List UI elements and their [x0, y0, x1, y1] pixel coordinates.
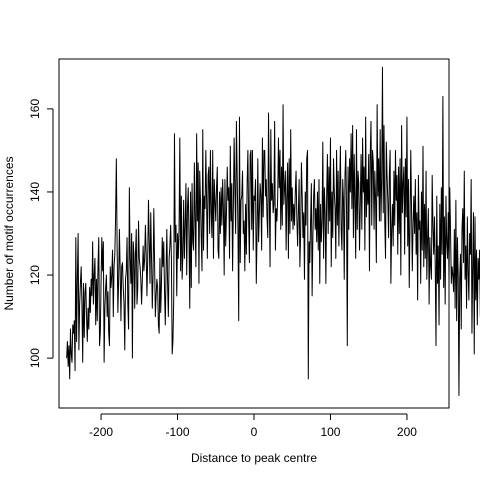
y-axis: 100 120 140 160 — [28, 99, 54, 368]
x-tick-label: -100 — [166, 425, 190, 439]
x-axis: -200 -100 0 100 200 — [89, 413, 417, 439]
series-line — [66, 66, 480, 397]
y-tick-label: 160 — [28, 99, 42, 119]
y-axis-title: Number of motif occurrences — [2, 156, 16, 310]
x-tick-label: 100 — [320, 425, 340, 439]
y-tick-label: 120 — [28, 265, 42, 285]
y-tick-label: 140 — [28, 182, 42, 202]
x-tick-label: -200 — [89, 425, 113, 439]
series-group — [66, 66, 480, 397]
x-tick-label: 200 — [397, 425, 417, 439]
x-axis-title: Distance to peak centre — [191, 451, 317, 465]
y-tick-label: 100 — [28, 348, 42, 368]
x-tick-label: 0 — [251, 425, 258, 439]
